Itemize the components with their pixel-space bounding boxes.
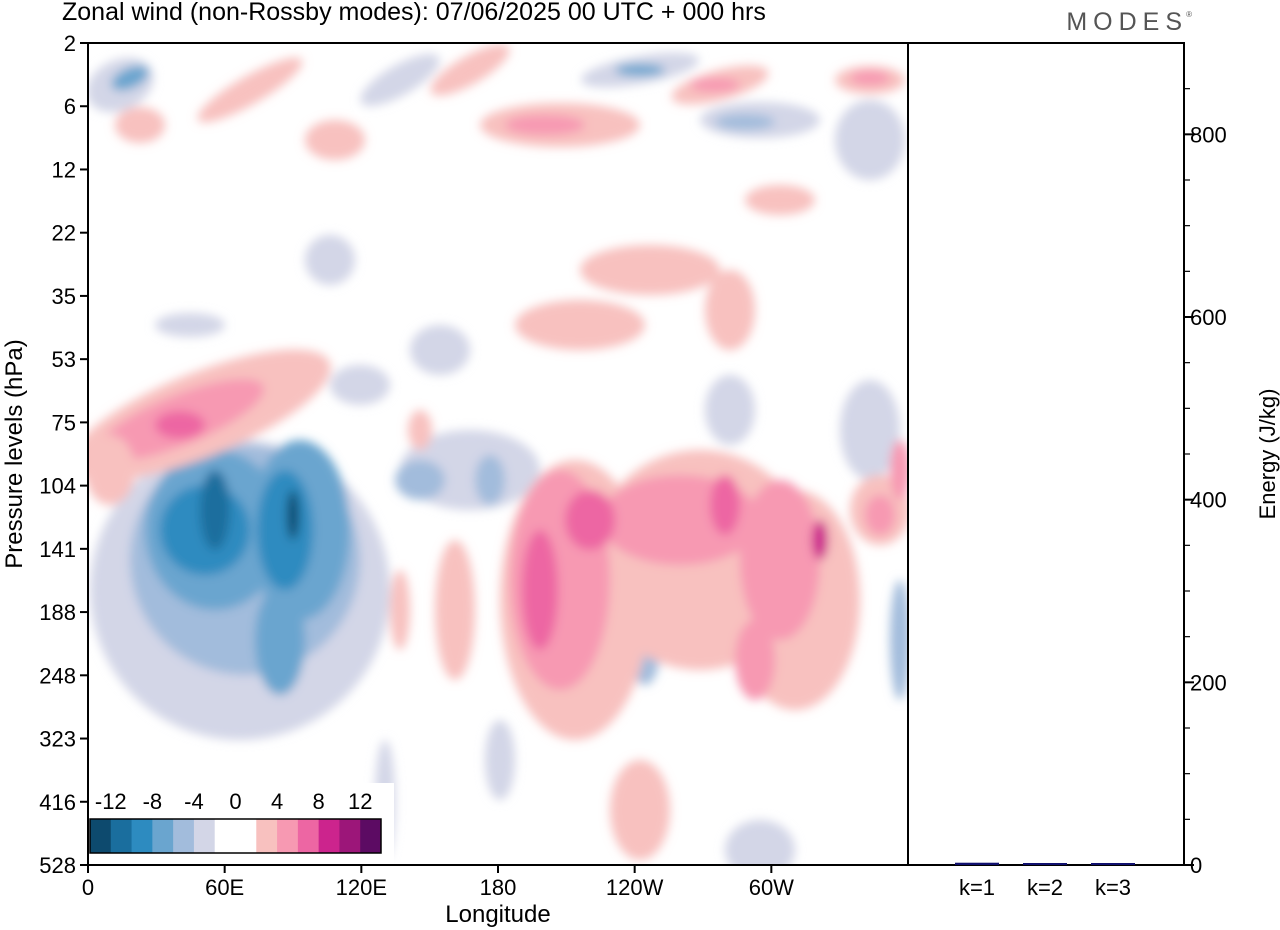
y-tick-label: 188 (39, 600, 76, 625)
y-tick-label: 6 (64, 94, 76, 119)
colorbar-swatch (110, 819, 132, 853)
colorbar-label: 4 (271, 789, 283, 814)
brand-registered-mark: ® (1186, 10, 1192, 19)
energy-bar-label: k=3 (1095, 875, 1131, 900)
y-tick-label: 22 (52, 221, 76, 246)
colorbar-swatch (235, 819, 257, 853)
colorbar-swatch (90, 819, 112, 853)
energy-tick-label: 600 (1190, 305, 1227, 330)
colorbar (89, 818, 382, 854)
colorbar-swatch (297, 819, 320, 853)
colorbar-swatch (277, 819, 299, 853)
colorbar-swatch (360, 819, 382, 853)
y-tick-label: 35 (52, 284, 76, 309)
x-tick-label: 120E (336, 875, 387, 900)
chart-title: Zonal wind (non-Rossby modes): 07/06/202… (62, 0, 766, 26)
energy-panel-frame (907, 42, 1185, 866)
y-tick-label: 104 (39, 474, 76, 499)
colorbar-label: -12 (95, 789, 127, 814)
energy-tick-label: 800 (1190, 122, 1227, 147)
energy-bars (955, 862, 1135, 865)
energy-axis-label: Energy (J/kg) (1255, 389, 1280, 520)
colorbar-swatch (256, 819, 278, 853)
x-axis: 0 60E 120E 180 120W 60W (82, 865, 794, 900)
energy-bar-labels: k=1 k=2 k=3 (959, 875, 1131, 900)
y-tick-label: 2 (64, 31, 76, 56)
colorbar-label: 12 (348, 789, 372, 814)
y-tick-label: 416 (39, 790, 76, 815)
y-tick-label: 12 (52, 157, 76, 182)
energy-bar (1023, 863, 1067, 865)
colorbar-frame (89, 818, 382, 854)
x-tick-label: 0 (82, 875, 94, 900)
x-tick-label: 180 (480, 875, 517, 900)
energy-bar-label: k=2 (1027, 875, 1063, 900)
energy-tick-label: 200 (1190, 670, 1227, 695)
y-tick-label: 248 (39, 663, 76, 688)
colorbar-label: 8 (313, 789, 325, 814)
energy-tick-label: 400 (1190, 488, 1227, 513)
colorbar-swatch (193, 819, 216, 853)
y-tick-label: 53 (52, 347, 76, 372)
brand-logo: MODES (1066, 8, 1188, 36)
x-tick-label: 60E (205, 875, 244, 900)
y-tick-label: 528 (39, 853, 76, 878)
y-tick-label: 141 (39, 537, 76, 562)
energy-bar-label: k=1 (959, 875, 995, 900)
colorbar-label: -8 (143, 789, 163, 814)
energy-tick-label: 0 (1190, 853, 1202, 878)
x-tick-label: 120W (606, 875, 664, 900)
y-axis: 2 6 12 22 35 53 75 104 141 188 248 323 416 528 (39, 31, 88, 878)
energy-bar (955, 862, 999, 865)
y-axis-label: Pressure levels (hPa) (1, 339, 28, 568)
colorbar-swatch (318, 819, 340, 853)
colorbar-swatch (214, 819, 236, 853)
y-tick-label: 75 (52, 410, 76, 435)
colorbar-swatch (131, 819, 153, 853)
colorbar-labels: -12 -8 -4 0 4 8 12 (95, 789, 373, 814)
colorbar-swatch (152, 819, 174, 853)
energy-axis: 0 200 400 600 800 (1184, 88, 1227, 878)
colorbar-label: -4 (184, 789, 204, 814)
colorbar-swatch (173, 819, 195, 853)
wind-field (88, 43, 908, 865)
energy-bar (1091, 863, 1135, 865)
x-axis-label: Longitude (445, 901, 550, 928)
colorbar-label: 0 (229, 789, 241, 814)
x-tick-label: 60W (749, 875, 794, 900)
colorbar-swatch (339, 819, 361, 853)
y-tick-label: 323 (39, 727, 76, 752)
